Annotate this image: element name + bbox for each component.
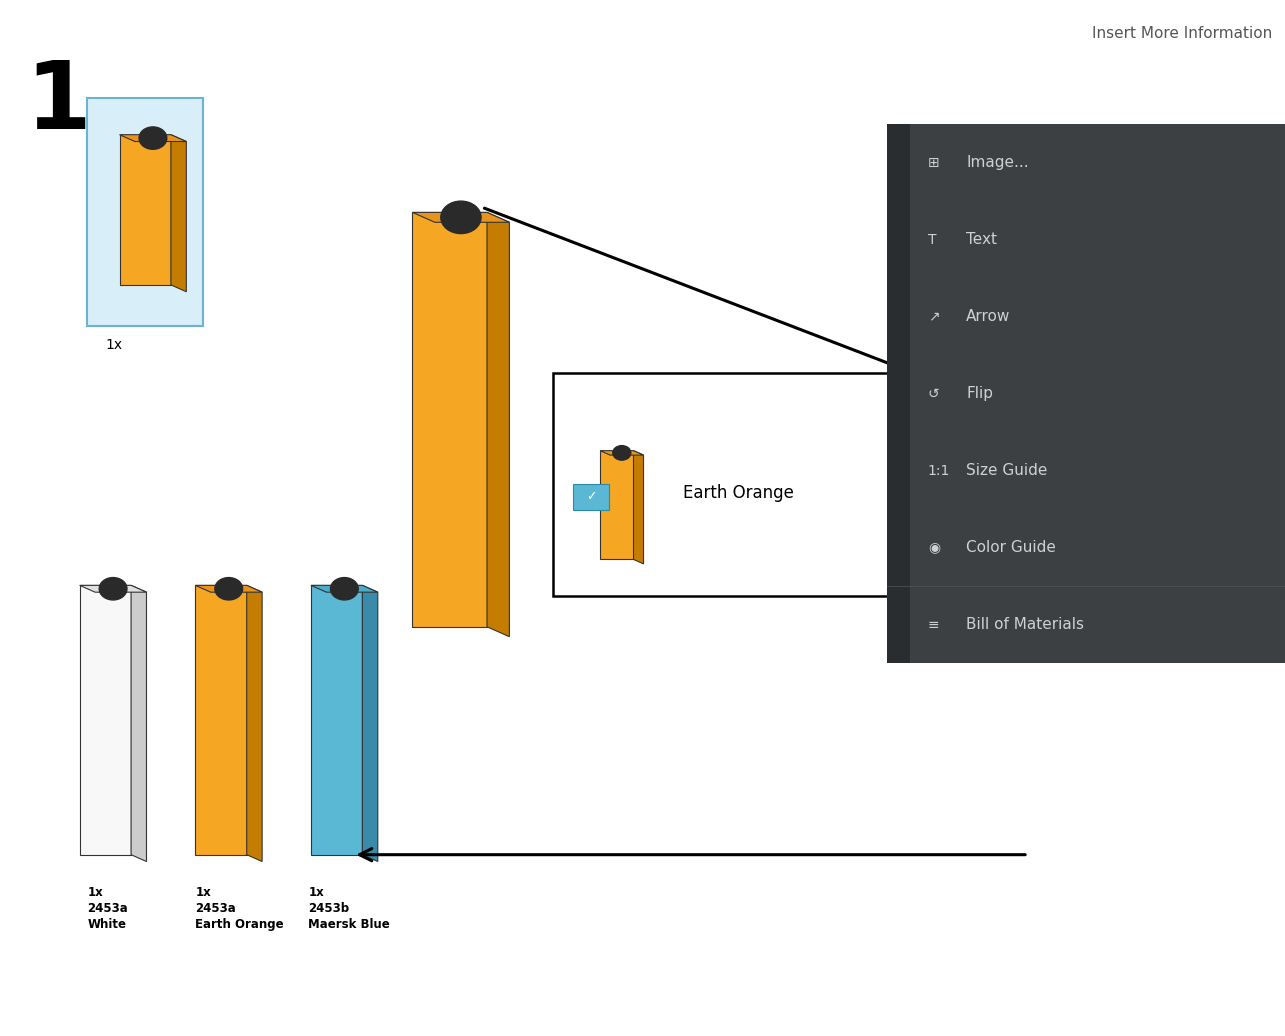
Text: 1x
2453a
Earth Orange: 1x 2453a Earth Orange	[195, 886, 284, 930]
Bar	[887, 124, 1285, 663]
Text: 1:1: 1:1	[928, 464, 950, 478]
Polygon shape	[120, 135, 186, 142]
Point	[1277, 580, 1285, 593]
Polygon shape	[362, 585, 378, 862]
Polygon shape	[600, 451, 644, 455]
Text: Color Guide: Color Guide	[966, 540, 1056, 555]
Text: Text: Text	[966, 232, 997, 248]
Polygon shape	[311, 585, 378, 593]
Text: Flip: Flip	[966, 386, 993, 401]
Circle shape	[441, 201, 481, 233]
Circle shape	[99, 578, 127, 600]
Polygon shape	[412, 212, 509, 223]
Text: ✓: ✓	[586, 490, 596, 502]
Polygon shape	[131, 585, 146, 862]
Text: Image...: Image...	[966, 155, 1029, 170]
Bar	[553, 373, 893, 596]
Text: ◉: ◉	[928, 541, 939, 554]
Circle shape	[139, 127, 167, 149]
Polygon shape	[80, 585, 131, 855]
Bar	[887, 124, 910, 663]
Polygon shape	[487, 212, 509, 637]
Text: ↺: ↺	[928, 386, 939, 401]
Circle shape	[330, 578, 359, 600]
Polygon shape	[120, 135, 171, 285]
Point	[879, 580, 894, 593]
Circle shape	[215, 578, 243, 600]
Text: 1x: 1x	[105, 338, 122, 352]
Text: Size Guide: Size Guide	[966, 463, 1047, 479]
Text: ↗: ↗	[928, 310, 939, 323]
Polygon shape	[600, 451, 634, 559]
Polygon shape	[247, 585, 262, 862]
Text: 1: 1	[26, 57, 91, 149]
Text: Arrow: Arrow	[966, 309, 1011, 324]
Text: Earth Orange: Earth Orange	[684, 484, 794, 502]
Text: ≡: ≡	[928, 617, 939, 632]
Bar	[87, 98, 203, 326]
Text: 1x
2453a
White: 1x 2453a White	[87, 886, 128, 930]
Text: 1x
2453b
Maersk Blue: 1x 2453b Maersk Blue	[308, 886, 391, 930]
Text: Insert More Information: Insert More Information	[1092, 26, 1272, 40]
Text: ⊞: ⊞	[928, 155, 939, 170]
Polygon shape	[171, 135, 186, 292]
Text: T: T	[928, 233, 937, 247]
Polygon shape	[634, 451, 644, 564]
Text: Bill of Materials: Bill of Materials	[966, 617, 1085, 632]
Polygon shape	[195, 585, 247, 855]
Polygon shape	[80, 585, 146, 593]
Bar	[573, 484, 609, 510]
Circle shape	[613, 445, 631, 460]
Polygon shape	[311, 585, 362, 855]
Polygon shape	[412, 212, 487, 627]
Polygon shape	[195, 585, 262, 593]
